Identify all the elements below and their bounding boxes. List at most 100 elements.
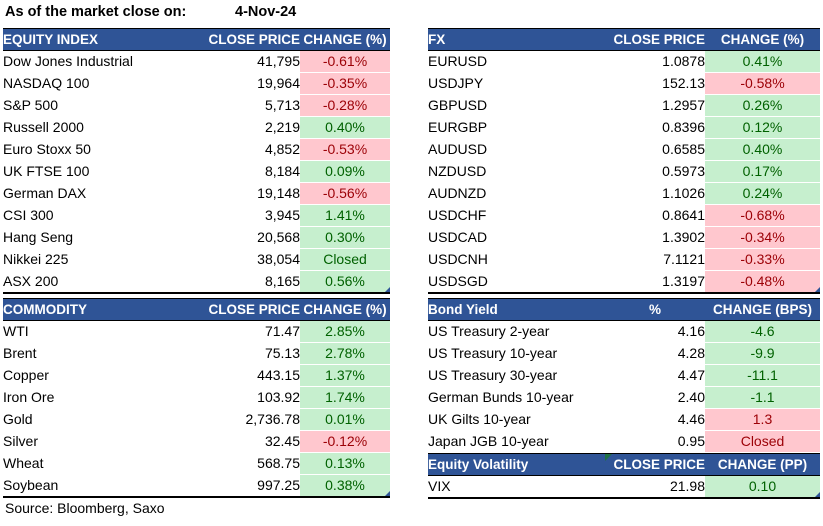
change-cell: -0.35% — [300, 72, 390, 95]
table-row: CSI 300 3,945 1.41% — [3, 204, 390, 227]
instrument-name-cell: Wheat — [3, 452, 200, 475]
instrument-name-cell: US Treasury 30-year — [428, 364, 605, 387]
close-price-cell: 568.75 — [200, 452, 300, 475]
change-cell: 1.3 — [705, 408, 820, 431]
close-price-cell: 19,148 — [200, 182, 300, 205]
excel-corner-marker-icon — [815, 287, 820, 292]
change-cell: 1.37% — [300, 364, 390, 387]
fx-section: FX CLOSE PRICE CHANGE (%) EURUSD 1.0878 0.… — [428, 28, 820, 294]
change-cell: 0.17% — [705, 160, 820, 183]
instrument-name-cell: Copper — [3, 364, 200, 387]
close-price-cell: 2.40 — [605, 386, 705, 409]
close-price-cell: 3,945 — [200, 204, 300, 227]
close-price-cell: 4.46 — [605, 408, 705, 431]
change-cell: 2.78% — [300, 342, 390, 365]
instrument-name-cell: S&P 500 — [3, 94, 200, 117]
change-cell: -0.34% — [705, 226, 820, 249]
instrument-name-cell: UK Gilts 10-year — [428, 408, 605, 431]
equity-volatility-table: Equity Volatility CLOSE PRICE CHANGE (PP… — [428, 453, 820, 499]
change-cell: 1.41% — [300, 204, 390, 227]
close-price-cell: 7.1121 — [605, 248, 705, 271]
change-cell: 0.13% — [300, 452, 390, 475]
table-row: Nikkei 225 38,054 Closed — [3, 248, 390, 271]
as-of-label: As of the market close on: — [5, 4, 187, 20]
volatility-header-row: Equity Volatility CLOSE PRICE CHANGE (PP… — [428, 453, 820, 476]
close-price-cell: 21.98 — [605, 475, 705, 498]
excel-corner-marker-icon — [385, 287, 390, 292]
instrument-name-cell: USDCNH — [428, 248, 605, 271]
table-row: GBPUSD 1.2957 0.26% — [428, 94, 820, 117]
table-row: EURUSD 1.0878 0.41% — [428, 50, 820, 73]
table-row: AUDNZD 1.1026 0.24% — [428, 182, 820, 205]
instrument-name-cell: Japan JGB 10-year — [428, 430, 605, 453]
table-row: Dow Jones Industrial 41,795 -0.61% — [3, 50, 390, 73]
close-price-cell: 8,184 — [200, 160, 300, 183]
close-price-cell: 103.92 — [200, 386, 300, 409]
instrument-name-cell: German DAX — [3, 182, 200, 205]
change-cell: 0.41% — [705, 50, 820, 73]
instrument-name-cell: USDCHF — [428, 204, 605, 227]
equity-header-close-price: CLOSE PRICE — [200, 28, 300, 51]
instrument-name-cell: USDJPY — [428, 72, 605, 95]
close-price-cell: 4.16 — [605, 320, 705, 343]
instrument-name-cell: NZDUSD — [428, 160, 605, 183]
table-row: USDCHF 0.8641 -0.68% — [428, 204, 820, 227]
equity-index-table: EQUITY INDEX CLOSE PRICE CHANGE (%) Dow … — [3, 28, 390, 294]
change-cell: -11.1 — [705, 364, 820, 387]
equity-header-row: EQUITY INDEX CLOSE PRICE CHANGE (%) — [3, 28, 390, 51]
source-note: Source: Bloomberg, Saxo — [5, 500, 165, 516]
instrument-name-cell: AUDUSD — [428, 138, 605, 161]
cell-comment-marker-icon — [605, 454, 612, 461]
table-row: Euro Stoxx 50 4,852 -0.53% — [3, 138, 390, 161]
table-row: WTI 71.47 2.85% — [3, 320, 390, 343]
commodity-table: COMMODITY CLOSE PRICE CHANGE (%) WTI 71.4… — [3, 298, 390, 498]
instrument-name-cell: USDSGD — [428, 270, 605, 293]
instrument-name-cell: Russell 2000 — [3, 116, 200, 139]
close-price-cell: 4.28 — [605, 342, 705, 365]
instrument-name-cell: EURUSD — [428, 50, 605, 73]
change-cell: -0.56% — [300, 182, 390, 205]
close-price-cell: 41,795 — [200, 50, 300, 73]
table-row: German Bunds 10-year 2.40 -1.1 — [428, 386, 820, 409]
bond-yield-section: Bond Yield % CHANGE (BPS) US Treasury 2-… — [428, 298, 820, 499]
change-cell: -9.9 — [705, 342, 820, 365]
instrument-name-cell: USDCAD — [428, 226, 605, 249]
close-price-cell: 5,713 — [200, 94, 300, 117]
table-row: NASDAQ 100 19,964 -0.35% — [3, 72, 390, 95]
close-price-cell: 443.15 — [200, 364, 300, 387]
table-row: USDCAD 1.3902 -0.34% — [428, 226, 820, 249]
change-cell: -0.61% — [300, 50, 390, 73]
close-price-cell: 71.47 — [200, 320, 300, 343]
change-cell: -1.1 — [705, 386, 820, 409]
instrument-name-cell: Iron Ore — [3, 386, 200, 409]
table-row: USDJPY 152.13 -0.58% — [428, 72, 820, 95]
change-cell: -0.53% — [300, 138, 390, 161]
close-price-cell: 19,964 — [200, 72, 300, 95]
instrument-name-cell: US Treasury 2-year — [428, 320, 605, 343]
volatility-header-name: Equity Volatility — [428, 453, 605, 476]
instrument-name-cell: Soybean — [3, 474, 200, 497]
commodity-header-row: COMMODITY CLOSE PRICE CHANGE (%) — [3, 298, 390, 321]
instrument-name-cell: VIX — [428, 475, 605, 498]
change-cell: Closed — [300, 248, 390, 271]
change-cell: Closed — [705, 430, 820, 453]
instrument-name-cell: UK FTSE 100 — [3, 160, 200, 183]
change-cell: -0.68% — [705, 204, 820, 227]
table-row: AUDUSD 0.6585 0.40% — [428, 138, 820, 161]
table-row: Gold 2,736.78 0.01% — [3, 408, 390, 431]
change-cell: 0.12% — [705, 116, 820, 139]
table-row: Copper 443.15 1.37% — [3, 364, 390, 387]
change-cell: -0.33% — [705, 248, 820, 271]
table-row: Silver 32.45 -0.12% — [3, 430, 390, 453]
bond-header-name: Bond Yield — [428, 298, 605, 321]
commodity-header-close-price: CLOSE PRICE — [200, 298, 300, 321]
instrument-name-cell: Silver — [3, 430, 200, 453]
change-cell: -0.48% — [705, 270, 820, 294]
table-row: US Treasury 2-year 4.16 -4.6 — [428, 320, 820, 343]
close-price-cell: 4.47 — [605, 364, 705, 387]
volatility-header-close-price-label: CLOSE PRICE — [613, 457, 705, 472]
instrument-name-cell: GBPUSD — [428, 94, 605, 117]
close-price-cell: 0.8396 — [605, 116, 705, 139]
bond-yield-table: Bond Yield % CHANGE (BPS) US Treasury 2-… — [428, 298, 820, 453]
close-price-cell: 1.1026 — [605, 182, 705, 205]
